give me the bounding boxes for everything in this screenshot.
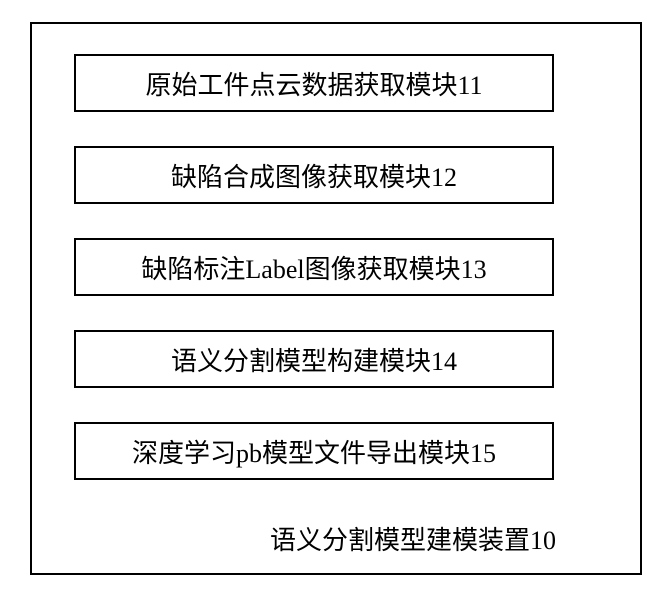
- module-box-2: 缺陷合成图像获取模块12: [74, 146, 554, 204]
- module-box-5: 深度学习pb模型文件导出模块15: [74, 422, 554, 480]
- module-label-3: 缺陷标注Label图像获取模块13: [141, 249, 486, 286]
- module-label-4: 语义分割模型构建模块14: [171, 341, 457, 378]
- module-label-1: 原始工件点云数据获取模块11: [145, 65, 482, 102]
- module-box-4: 语义分割模型构建模块14: [74, 330, 554, 388]
- module-box-3: 缺陷标注Label图像获取模块13: [74, 238, 554, 296]
- module-label-2: 缺陷合成图像获取模块12: [171, 157, 457, 194]
- module-label-5: 深度学习pb模型文件导出模块15: [132, 433, 496, 470]
- diagram-caption: 语义分割模型建模装置10: [270, 520, 556, 557]
- module-box-1: 原始工件点云数据获取模块11: [74, 54, 554, 112]
